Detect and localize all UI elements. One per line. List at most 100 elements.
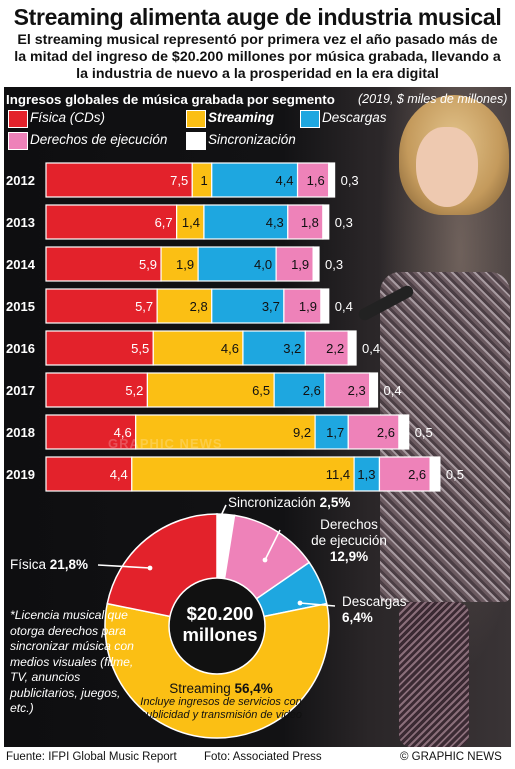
footer-source: Fuente: IFPI Global Music Report	[6, 751, 177, 763]
legend-swatch-fisica	[8, 110, 28, 128]
bar-value-label: 4,0	[254, 257, 272, 272]
bar-segment	[378, 456, 431, 492]
bar-segment	[45, 372, 149, 408]
bar-value-label: 3,7	[262, 299, 280, 314]
bar-value-label: 9,2	[293, 425, 311, 440]
leader-sincronizacion-dot	[216, 517, 222, 523]
bar-segment	[429, 456, 441, 492]
bar-value-label: 1,8	[301, 215, 319, 230]
bar-value-label: 7,5	[170, 173, 188, 188]
legend-fisica: Física (CDs)	[30, 110, 105, 125]
legend-streaming: Streaming	[208, 110, 275, 125]
bar-segment	[312, 246, 320, 282]
leader-fisica	[97, 564, 151, 569]
footer-photo: Foto: Associated Press	[204, 751, 322, 763]
bar-value-label: 4,4	[275, 173, 293, 188]
bar-value-label: 2,6	[377, 425, 395, 440]
bar-segment	[314, 414, 349, 450]
bar-value-label: 4,4	[110, 467, 128, 482]
bar-segment	[45, 330, 154, 366]
bar-value-label: 4,3	[266, 215, 284, 230]
bar-segment	[45, 456, 133, 492]
bar-value-label: 0,3	[341, 173, 359, 188]
bar-value-label: 1,3	[357, 467, 375, 482]
pie-center-label: $20.200 millones	[182, 603, 258, 645]
leader-derechos	[264, 529, 281, 561]
year-label: 2013	[6, 215, 35, 230]
year-label: 2012	[6, 173, 35, 188]
bar-value-label: 0,3	[335, 215, 353, 230]
bar-segment	[152, 330, 244, 366]
bar-segment	[45, 414, 137, 450]
bar-segment	[283, 288, 322, 324]
bar-value-label: 0,5	[446, 467, 464, 482]
bar-segment	[347, 414, 400, 450]
watermark: GRAPHIC NEWS	[108, 436, 223, 451]
legend-swatch-descargas	[300, 110, 320, 128]
bar-segment	[398, 414, 410, 450]
bar-value-label: 6,5	[252, 383, 270, 398]
leader-descargas	[299, 602, 336, 607]
bar-value-label: 2,2	[326, 341, 344, 356]
year-label: 2015	[6, 299, 35, 314]
bar-value-label: 0,3	[325, 257, 343, 272]
bar-segment	[320, 288, 330, 324]
legend-title: Ingresos globales de música grabada por …	[6, 92, 335, 107]
bar-segment	[304, 330, 349, 366]
bar-segment	[324, 372, 371, 408]
year-label: 2016	[6, 341, 35, 356]
bar-segment	[322, 204, 330, 240]
bar-value-label: 1,7	[326, 425, 344, 440]
bar-value-label: 2,8	[190, 299, 208, 314]
bar-segment	[45, 162, 193, 198]
bar-segment	[156, 288, 213, 324]
bar-value-label: 5,7	[135, 299, 153, 314]
bar-segment	[146, 372, 275, 408]
bar-value-label: 1,9	[299, 299, 317, 314]
bar-segment	[131, 456, 355, 492]
bar-value-label: 11,4	[326, 467, 350, 482]
footnote: *Licencia musical que otorga derechos pa…	[10, 608, 134, 715]
bar-value-label: 1,6	[307, 173, 325, 188]
bar-value-label: 5,9	[139, 257, 157, 272]
bar-segment	[211, 288, 285, 324]
bar-value-label: 2,6	[303, 383, 321, 398]
year-label: 2019	[6, 467, 35, 482]
pie-label-derechos: Derechos de ejecución 12,9%	[311, 517, 387, 564]
bar-value-label: 1	[201, 173, 208, 188]
bar-segment	[45, 246, 162, 282]
footer-brand: © GRAPHIC NEWS	[400, 751, 502, 763]
legend-swatch-sincronizacion	[186, 132, 206, 150]
bar-value-label: 4,6	[114, 425, 132, 440]
leader-sincronizacion	[218, 504, 227, 521]
bar-segment	[135, 414, 316, 450]
performer-leg	[399, 602, 469, 747]
bar-segment	[275, 246, 314, 282]
year-label: 2018	[6, 425, 35, 440]
bar-value-label: 4,6	[221, 341, 239, 356]
page-title: Streaming alimenta auge de industria mus…	[13, 4, 502, 30]
bar-segment	[176, 204, 205, 240]
bar-value-label: 1,4	[182, 215, 200, 230]
legend-note: (2019, $ miles de millones)	[358, 92, 508, 106]
legend-descargas: Descargas	[322, 110, 387, 125]
bar-value-label: 5,5	[131, 341, 149, 356]
pie-label-streaming: Streaming 56,4%	[169, 681, 273, 696]
legend-swatch-derechos	[8, 132, 28, 150]
pie-label-descargas: Descargas 6,4%	[342, 594, 407, 625]
leader-derechos-dot	[262, 557, 268, 563]
legend-swatch-streaming	[186, 110, 206, 128]
bar-segment	[211, 162, 299, 198]
bar-segment	[353, 456, 381, 492]
bar-value-label: 2,3	[348, 383, 366, 398]
bar-value-label: 1,9	[291, 257, 309, 272]
bar-value-label: 6,7	[155, 215, 173, 230]
bar-value-label: 0,4	[384, 383, 402, 398]
bar-value-label: 0,4	[362, 341, 380, 356]
bar-value-label: 3,2	[283, 341, 301, 356]
bar-value-label: 5,2	[125, 383, 143, 398]
leader-descargas-dot	[297, 600, 303, 606]
bar-segment	[328, 162, 336, 198]
pie-label-sincronizacion: Sincronización 2,5%	[228, 495, 351, 510]
